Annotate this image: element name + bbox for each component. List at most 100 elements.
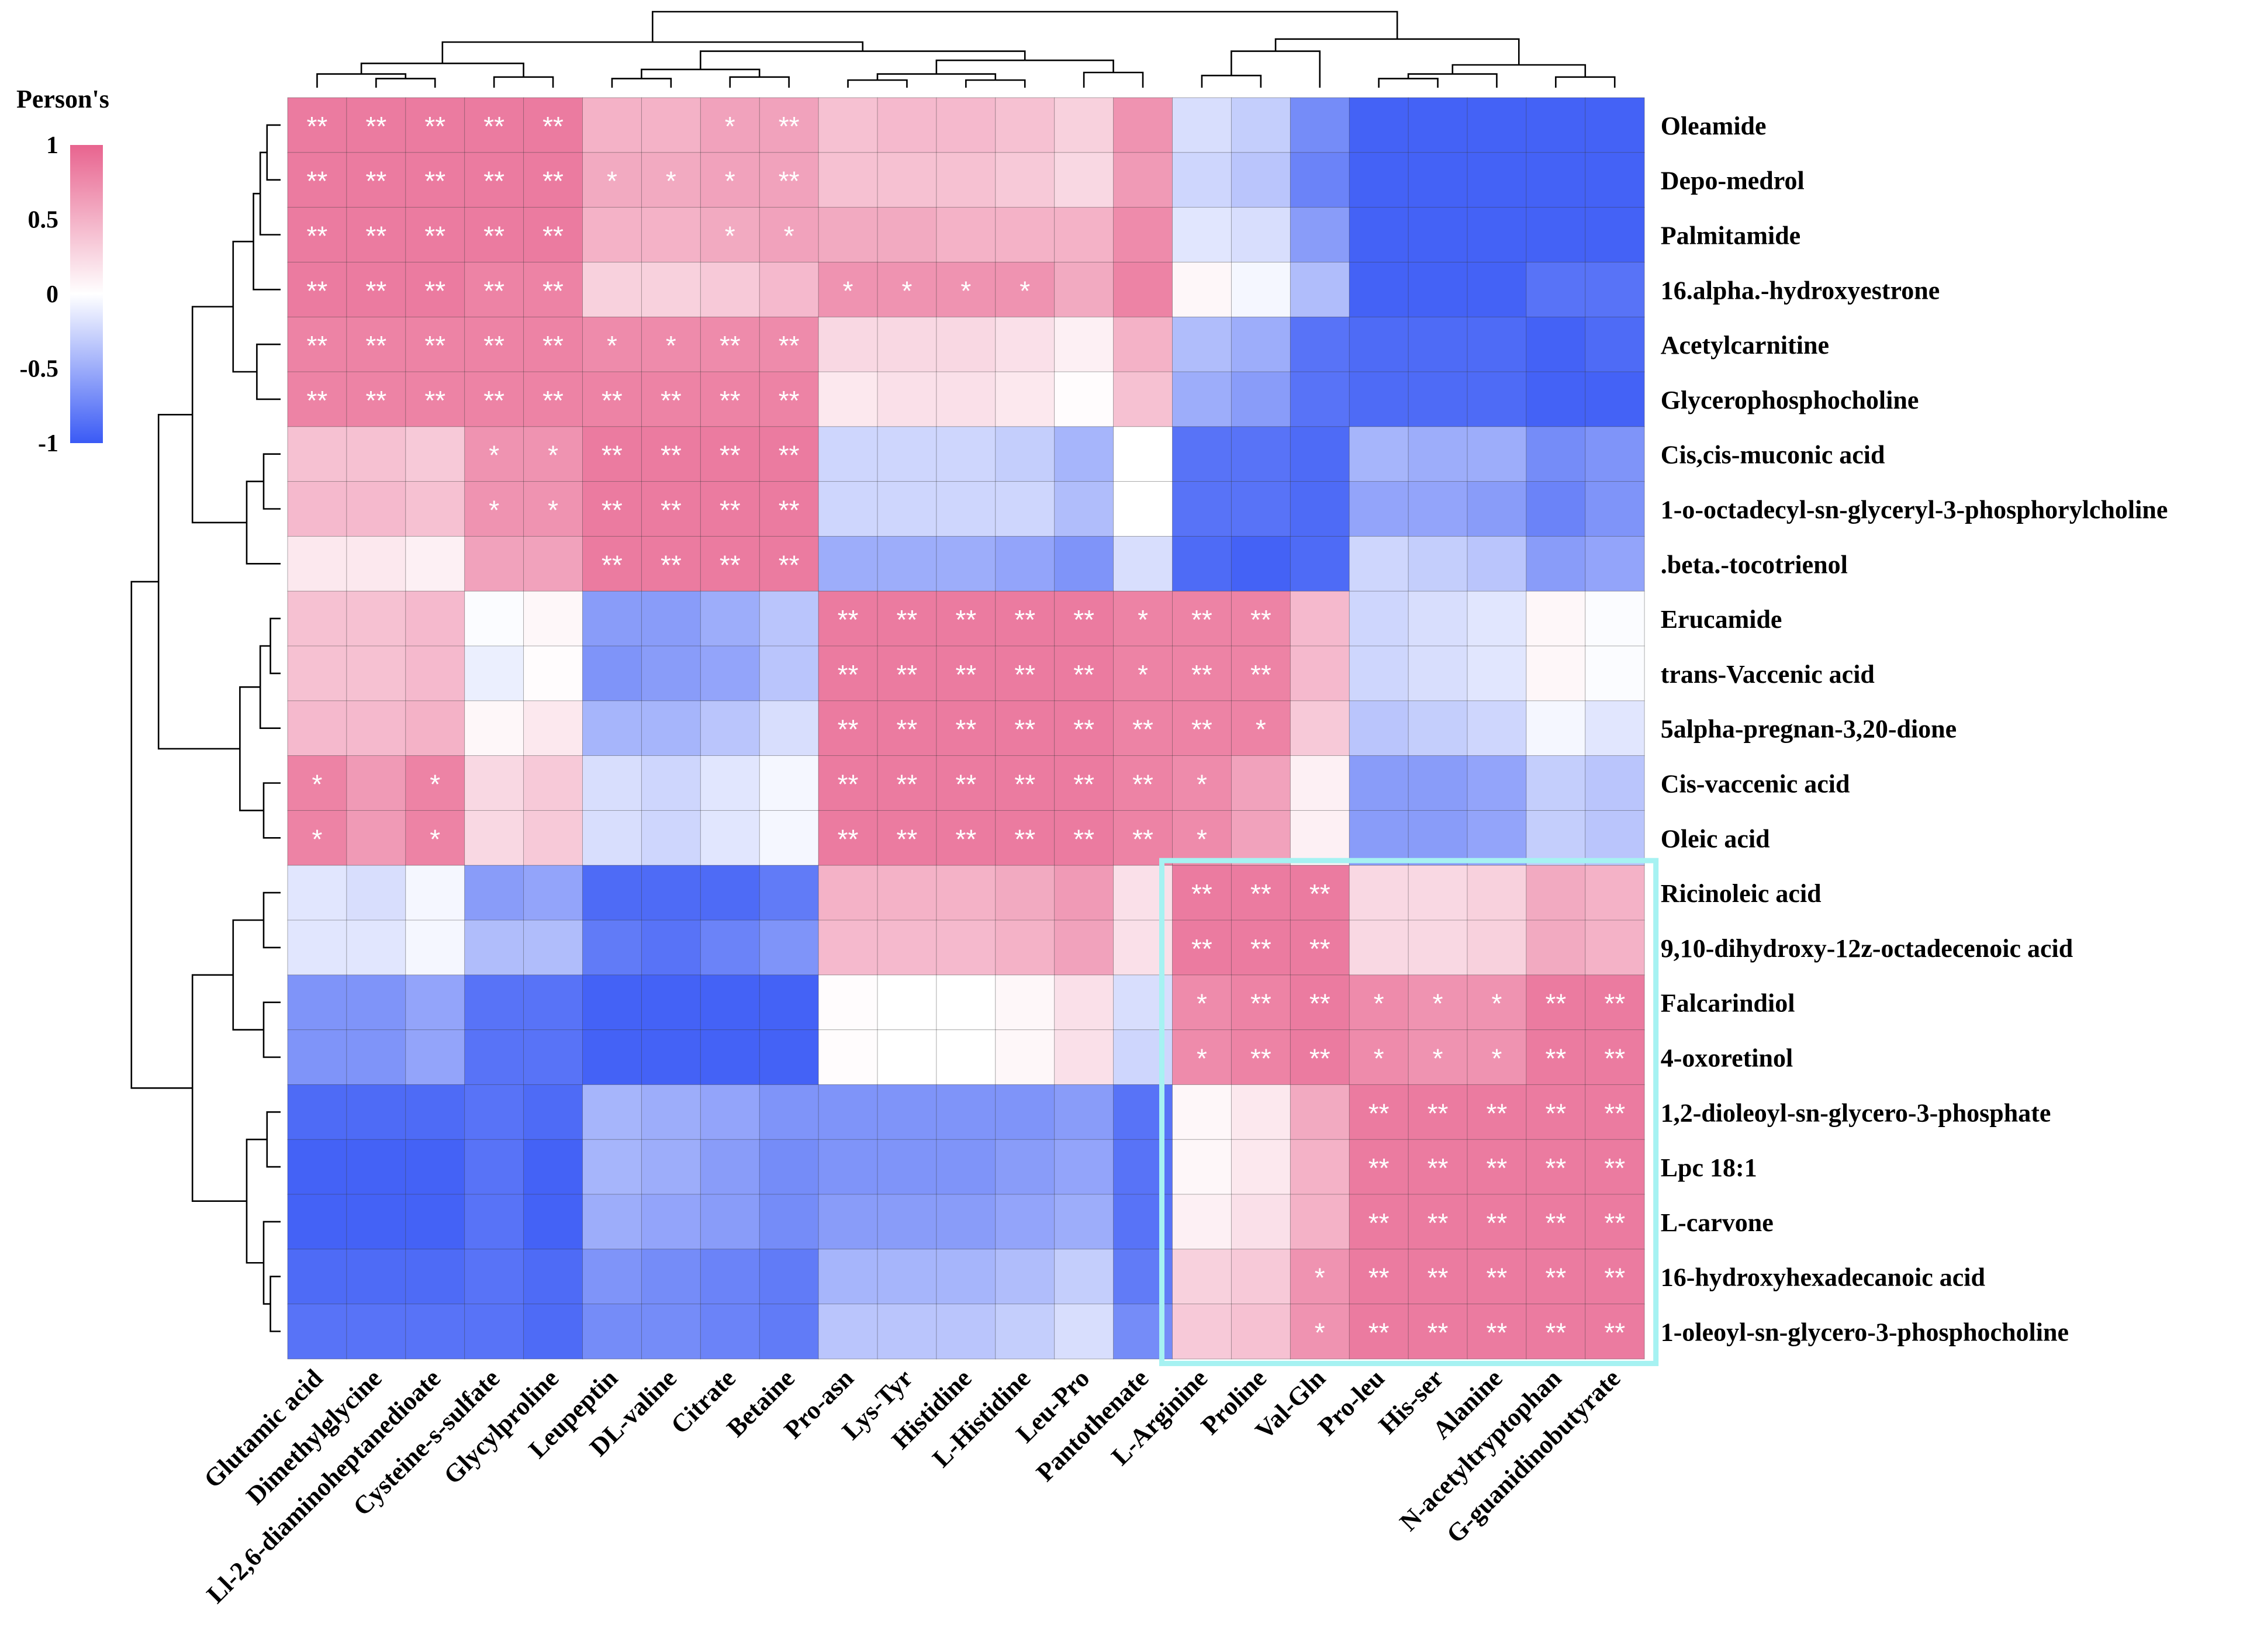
heatmap-cell <box>759 261 819 318</box>
heatmap-cell <box>464 865 524 921</box>
heatmap-cell <box>523 481 583 537</box>
heatmap-cell <box>1526 1084 1586 1140</box>
highlight-box <box>1159 858 1659 1366</box>
heatmap-cell <box>759 1249 819 1305</box>
heatmap-cell <box>1231 207 1291 263</box>
legend-title: Person's <box>16 85 109 113</box>
heatmap-cell <box>995 645 1055 701</box>
heatmap-cell <box>818 481 878 537</box>
significance-mark: ** <box>1487 1153 1508 1183</box>
heatmap-cell <box>877 920 937 976</box>
heatmap-cell <box>1054 810 1114 866</box>
significance-mark: ** <box>1309 1043 1330 1074</box>
heatmap-cell <box>405 1029 465 1086</box>
heatmap-cell <box>523 1304 583 1360</box>
heatmap-cell <box>1054 1139 1114 1195</box>
heatmap-cell <box>1585 1304 1645 1360</box>
heatmap-cell <box>1113 755 1173 811</box>
heatmap-cell <box>1054 97 1114 153</box>
significance-mark: * <box>843 275 853 306</box>
heatmap-cell <box>523 1249 583 1305</box>
heatmap-cell <box>1585 481 1645 537</box>
heatmap-cell <box>1172 261 1232 318</box>
row-label: 1-o-octadecyl-sn-glyceryl-3-phosphorylch… <box>1661 496 2168 524</box>
significance-mark: ** <box>602 549 623 580</box>
heatmap-cell <box>1349 535 1409 592</box>
heatmap-cell <box>818 1139 878 1195</box>
dendrogram-branch <box>253 192 281 291</box>
heatmap-cell <box>1172 97 1232 153</box>
significance-mark: ** <box>483 166 504 196</box>
heatmap-cell <box>1408 920 1468 976</box>
dendrogram-branch <box>262 453 281 510</box>
heatmap-cell <box>700 152 761 208</box>
heatmap-cell <box>1231 974 1291 1031</box>
dendrogram-branch <box>269 1276 281 1332</box>
significance-mark: ** <box>542 166 564 196</box>
heatmap-cell <box>1408 590 1468 647</box>
heatmap-cell <box>641 700 701 756</box>
significance-mark: * <box>1138 604 1148 635</box>
heatmap-cell <box>1585 1249 1645 1305</box>
heatmap-cell <box>759 1084 819 1140</box>
dendrogram-branch <box>262 1221 281 1305</box>
heatmap-cell <box>582 865 642 921</box>
heatmap-cell <box>464 316 524 372</box>
heatmap-cell <box>1113 535 1173 592</box>
heatmap-cell <box>405 755 465 811</box>
dendrogram-branch <box>262 1001 281 1058</box>
heatmap-cell <box>1349 207 1409 263</box>
significance-mark: ** <box>602 385 623 416</box>
significance-mark: ** <box>1604 989 1625 1019</box>
significance-mark: ** <box>365 166 386 196</box>
significance-mark: * <box>489 495 499 526</box>
heatmap-cell <box>1467 974 1527 1031</box>
heatmap-cell <box>405 426 465 482</box>
heatmap-cell <box>1467 261 1527 318</box>
heatmap-cell <box>1172 207 1232 263</box>
significance-mark: ** <box>365 111 386 141</box>
heatmap-cell <box>1349 152 1409 208</box>
heatmap-cell <box>1526 810 1586 866</box>
heatmap-cell <box>1054 481 1114 537</box>
row-label: Falcarindiol <box>1661 989 1795 1018</box>
heatmap-cell <box>700 371 761 427</box>
heatmap-cell <box>287 1084 347 1140</box>
heatmap-cell <box>1054 207 1114 263</box>
heatmap-cell <box>818 261 878 318</box>
heatmap-cell <box>759 97 819 153</box>
heatmap-cell <box>995 1139 1055 1195</box>
dendrogram-branch <box>262 782 281 839</box>
heatmap-cell <box>1408 1139 1468 1195</box>
significance-mark: ** <box>955 824 976 854</box>
heatmap-cell <box>1054 316 1114 372</box>
row-label: trans-Vaccenic acid <box>1661 660 1875 689</box>
dendrogram-branch <box>256 343 281 400</box>
heatmap-cell <box>1113 426 1173 482</box>
heatmap-cell <box>1408 316 1468 372</box>
heatmap-cell <box>1113 97 1173 153</box>
heatmap-cell <box>1585 1029 1645 1086</box>
significance-mark: ** <box>779 111 800 141</box>
heatmap-cell <box>936 1084 996 1140</box>
heatmap-cell <box>1526 207 1586 263</box>
heatmap-cell <box>1408 974 1468 1031</box>
heatmap-cell <box>936 974 996 1031</box>
heatmap-cell <box>1172 1194 1232 1250</box>
significance-mark: ** <box>542 385 564 416</box>
heatmap-cell <box>1290 700 1350 756</box>
heatmap-cell <box>641 645 701 701</box>
heatmap-cell <box>464 1304 524 1360</box>
heatmap-cell <box>464 152 524 208</box>
heatmap-cell <box>346 1139 406 1195</box>
heatmap-cell <box>1467 700 1527 756</box>
significance-mark: ** <box>307 221 328 251</box>
heatmap-cell <box>1231 371 1291 427</box>
heatmap-cell <box>1467 207 1527 263</box>
heatmap-cell <box>700 97 761 153</box>
heatmap-cell <box>641 535 701 592</box>
heatmap-cell <box>995 535 1055 592</box>
heatmap-cell <box>1526 974 1586 1031</box>
significance-mark: ** <box>1309 934 1330 964</box>
heatmap-cell <box>1231 535 1291 592</box>
